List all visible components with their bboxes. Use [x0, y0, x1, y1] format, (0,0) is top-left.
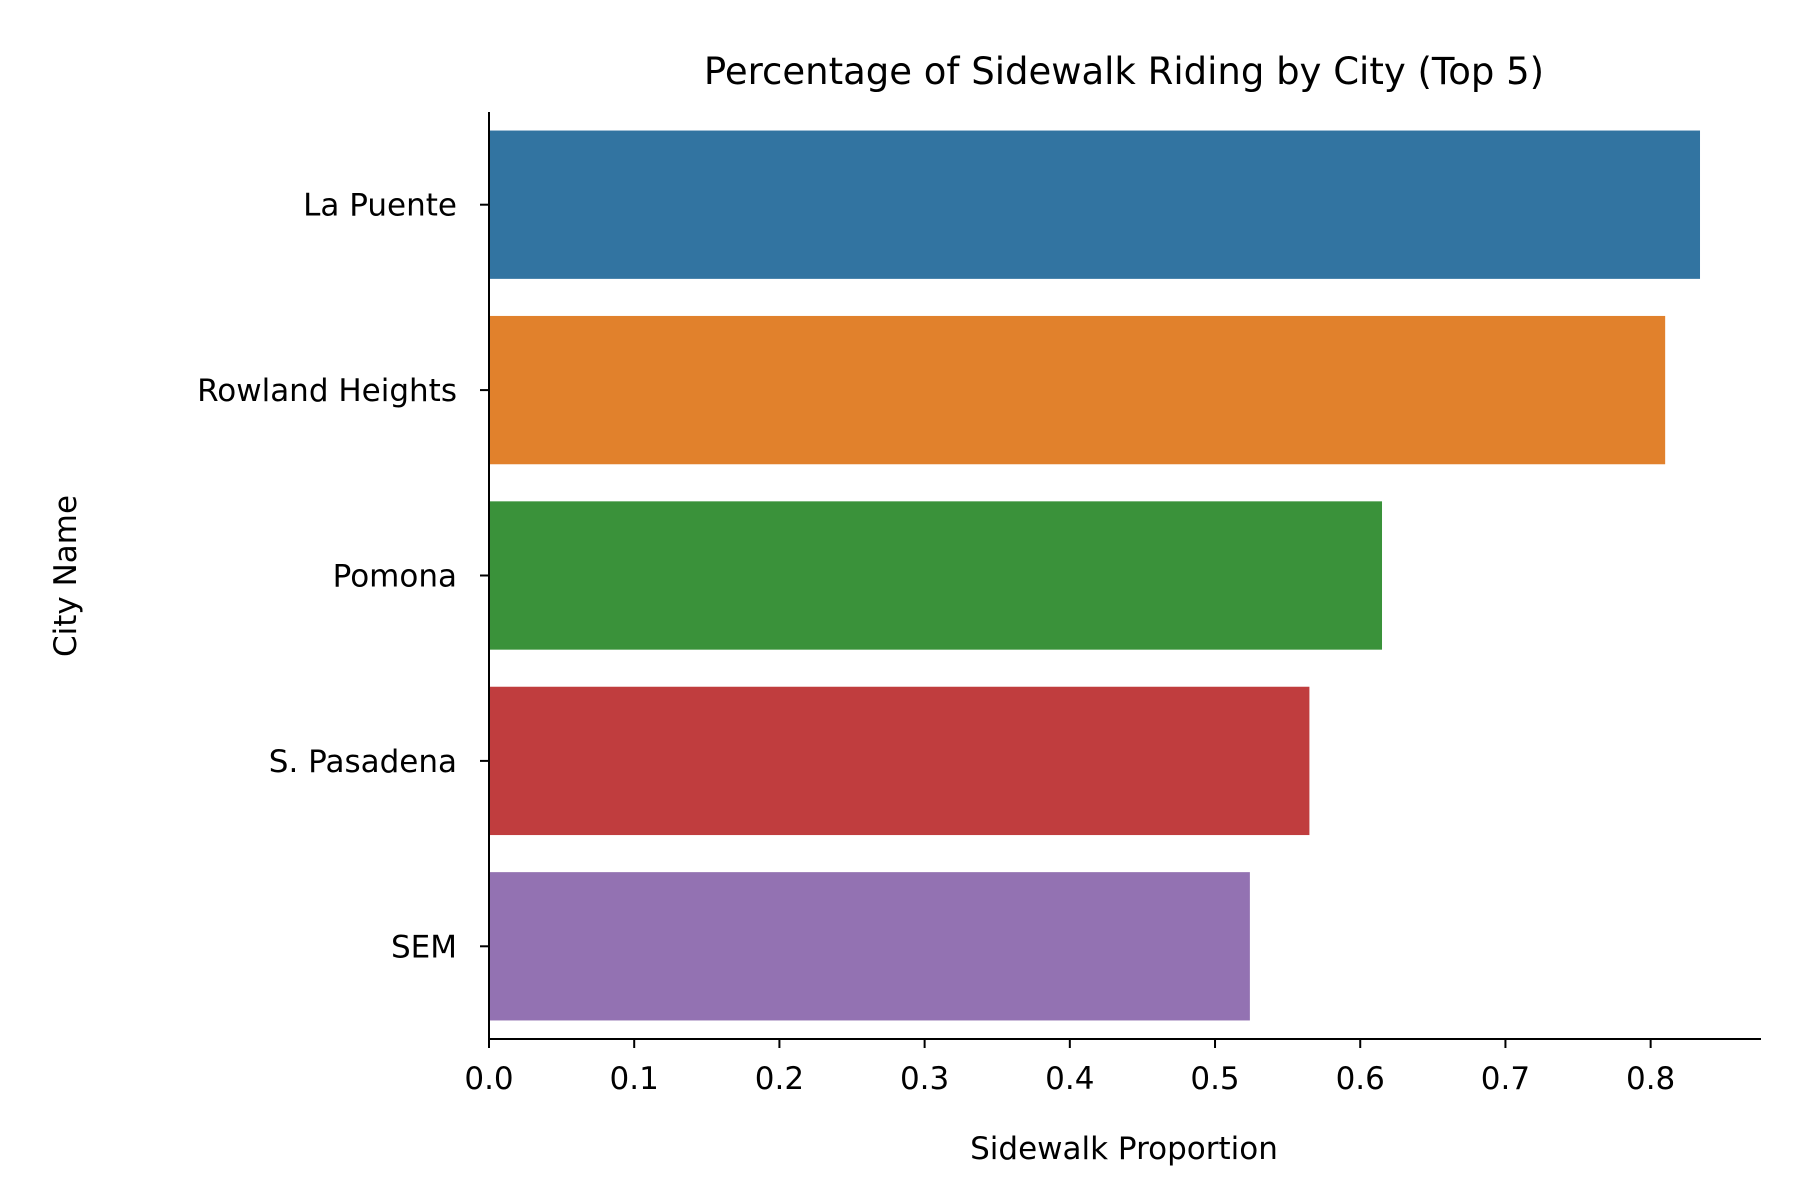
x-tick-label: 0.2	[755, 1061, 804, 1097]
x-tick-label: 0.3	[900, 1061, 949, 1097]
x-tick-label: 0.7	[1481, 1061, 1530, 1097]
y-axis-label: City Name	[48, 495, 84, 657]
x-tick-label: 0.4	[1045, 1061, 1094, 1097]
chart-title: Percentage of Sidewalk Riding by City (T…	[704, 50, 1544, 93]
x-tick-label: 0.8	[1626, 1061, 1675, 1097]
bar-sem	[489, 872, 1250, 1021]
x-axis-label: Sidewalk Proportion	[970, 1131, 1278, 1167]
x-tick-label: 0.6	[1336, 1061, 1385, 1097]
bar-s-pasadena	[489, 686, 1310, 836]
y-tick-label: SEM	[391, 929, 457, 965]
y-tick-label: Pomona	[333, 559, 457, 595]
bar-la-puente	[489, 130, 1701, 279]
y-axis-ticks: La Puente Rowland Heights Pomona S. Pasaden…	[197, 188, 489, 965]
y-tick-label: S. Pasadena	[269, 744, 457, 780]
x-tick-label: 0.1	[610, 1061, 659, 1097]
y-tick-label: Rowland Heights	[197, 373, 457, 409]
x-tick-label: 0.5	[1190, 1061, 1239, 1097]
bar-rowland-heights	[489, 315, 1666, 465]
x-tick-label: 0.0	[464, 1061, 513, 1097]
bars-group	[489, 130, 1701, 1021]
y-tick-label: La Puente	[303, 188, 457, 224]
x-axis-ticks: 0.0 0.1 0.2 0.3 0.4 0.5 0.6 0.7 0.8	[464, 1039, 1675, 1097]
bar-pomona	[489, 501, 1383, 650]
